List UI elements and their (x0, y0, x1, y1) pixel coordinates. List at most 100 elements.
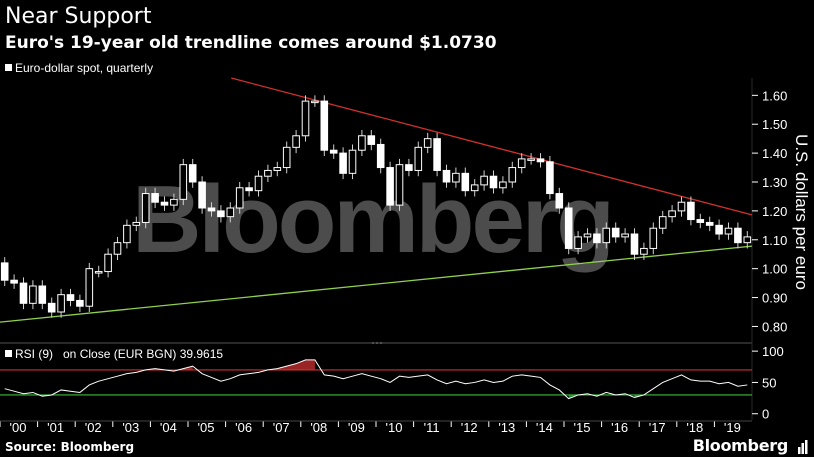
candle-body (311, 100, 319, 104)
x-tick-label: '05 (198, 420, 215, 435)
price-y-axis-label: U.S. dollars per euro (792, 134, 811, 290)
candle-body (179, 164, 188, 200)
candle-body (151, 193, 159, 203)
candle-body (47, 302, 56, 313)
candle-body (621, 233, 629, 238)
candle-body (29, 285, 37, 304)
candle-body (217, 210, 225, 218)
candle-body (452, 172, 460, 183)
rsi-y-tick-label: 50 (762, 375, 776, 390)
candle-body (649, 227, 658, 249)
candle-body (555, 193, 564, 209)
candle-body (583, 233, 592, 238)
rsi-line (4, 359, 748, 400)
candle-body (696, 219, 705, 223)
candle-body (57, 294, 65, 313)
x-tick-label: '11 (424, 420, 440, 435)
candle-body (405, 164, 413, 171)
chart-title: Near Support (5, 4, 152, 29)
price-y-tick-label: 1.10 (762, 233, 787, 248)
candle-body (273, 167, 282, 171)
candle-body (593, 233, 601, 244)
bloomberg-terminal-icon (798, 440, 808, 454)
candle-body (85, 268, 94, 307)
candle-body (0, 262, 9, 281)
rsi-y-tick-label: 0 (762, 407, 769, 422)
candle-body (677, 201, 686, 212)
x-tick-label: '01 (47, 420, 64, 435)
candle-body (395, 164, 404, 206)
source-note: Source: Bloomberg (5, 440, 135, 454)
price-y-tick-label: 0.90 (762, 291, 787, 306)
candle-body (38, 285, 47, 304)
price-y-axis: 1.60 1.50 1.40 1.30 1.20 1.10 1.00 0.90 0.80 (752, 88, 787, 334)
rsi-y-tick-label: 100 (762, 344, 784, 359)
watermark-text: Bloomberg (132, 166, 612, 273)
candle-body (10, 279, 18, 284)
candle-body (76, 299, 84, 307)
price-y-tick-label: 1.30 (762, 175, 787, 190)
candle-body (207, 207, 216, 212)
candle-body (329, 149, 338, 154)
x-tick-label: '07 (273, 420, 290, 435)
x-tick-label: '14 (536, 420, 553, 435)
x-tick-label: '03 (122, 420, 139, 435)
x-tick-label: '04 (160, 420, 177, 435)
x-tick-label: '18 (686, 420, 703, 435)
candle-body (301, 100, 310, 137)
candle-body (160, 201, 169, 206)
x-tick-label: '16 (611, 420, 628, 435)
price-legend-swatch (5, 64, 12, 71)
support-trendline (0, 245, 753, 323)
candle-body (630, 233, 639, 255)
candle-body (132, 221, 141, 226)
candle-body (198, 181, 206, 209)
candle-body (376, 143, 385, 169)
candle-body (113, 242, 122, 255)
candle-body (658, 216, 667, 229)
candle-body (499, 181, 507, 189)
candle-body (517, 158, 526, 169)
brand-logo-text: Bloomberg (692, 436, 789, 455)
candle-body (188, 164, 197, 183)
candle-body (339, 152, 347, 174)
candle-body (527, 158, 535, 161)
rsi-legend-swatch (5, 350, 12, 357)
candle-body (94, 271, 103, 274)
x-tick-label: '08 (310, 420, 327, 435)
candle-body (508, 167, 517, 183)
candle-body (602, 227, 611, 244)
candle-body (564, 207, 573, 249)
rsi-panel (0, 359, 752, 400)
candle-body (489, 175, 498, 189)
price-y-tick-label: 1.40 (762, 146, 787, 161)
candle-body (480, 175, 488, 186)
candle-body (743, 236, 752, 244)
x-tick-label: '12 (461, 420, 478, 435)
x-tick-label: '02 (85, 420, 102, 435)
candle-body (358, 135, 366, 151)
x-tick-label: '17 (649, 420, 666, 435)
candle-body (423, 138, 432, 148)
rsi-y-axis: 100 50 0 (752, 344, 784, 422)
candle-body (141, 193, 150, 223)
candle-body (461, 172, 470, 192)
chart-subtitle: Euro's 19-year old trendline comes aroun… (5, 33, 497, 53)
candle-body (123, 224, 131, 244)
price-y-tick-label: 0.80 (762, 319, 787, 334)
price-y-tick-label: 1.50 (762, 117, 787, 132)
x-tick-label: '00 (10, 420, 27, 435)
candle-body (170, 198, 178, 206)
candle-body (254, 175, 263, 192)
candle-body (611, 227, 620, 238)
candle-body (442, 169, 451, 183)
candle-body (320, 100, 329, 151)
x-axis: '00 '01 '02 '03 '04 '05 '06 '07 '08 '09 '10 '11 '12 '… (0, 420, 752, 435)
candle-body (66, 294, 75, 301)
rsi-legend-label: RSI (9) on Close (EUR BGN) 39.9615 (15, 347, 223, 361)
candle-body (348, 149, 357, 174)
candle-body (282, 146, 291, 169)
price-panel (0, 77, 753, 323)
x-tick-label: '15 (574, 420, 591, 435)
